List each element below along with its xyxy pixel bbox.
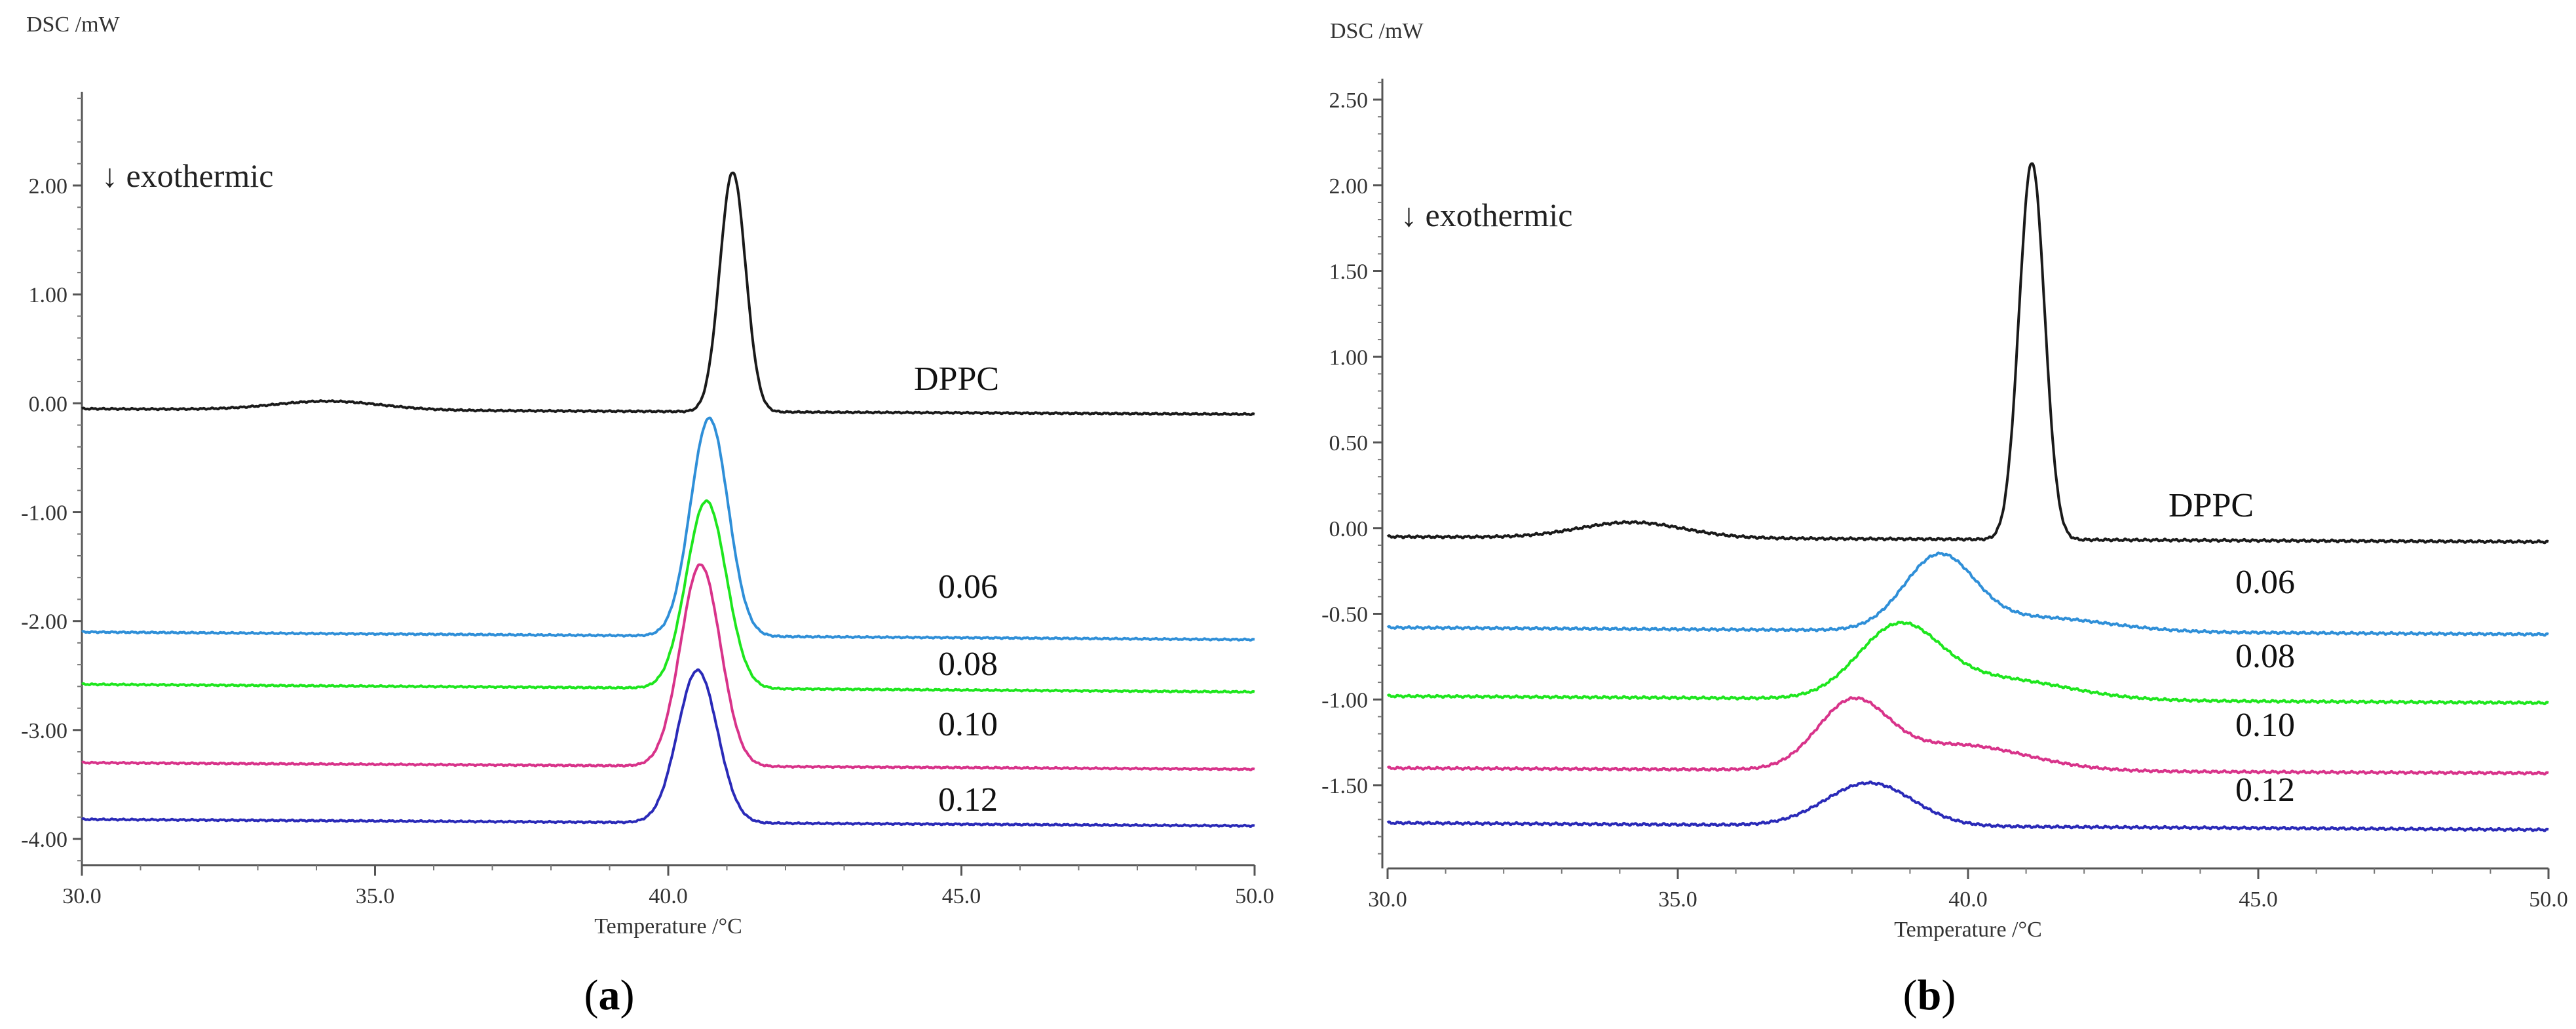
curves: [81, 171, 1255, 828]
series-line-0-06: [81, 416, 1255, 642]
y-tick-label: -3.00: [21, 719, 67, 743]
y-tick-label: -4.00: [21, 828, 67, 852]
series-line-0-06: [1386, 551, 2549, 637]
series-line-0-10: [81, 563, 1255, 771]
series-line-0-08: [81, 499, 1255, 694]
x-tick-label: 30.0: [62, 884, 102, 908]
series-label-0-08: 0.08: [2235, 638, 2295, 675]
axes: 2.00 1.00 0.00 -1.00 -2.00 -3.00 -4.00 30.0 35.0…: [21, 92, 1274, 939]
y-tick-label: 1.50: [1329, 260, 1369, 284]
series-line-dppc: [81, 171, 1255, 416]
x-tick-label: 45.0: [2239, 887, 2278, 912]
x-tick-label: 50.0: [2529, 887, 2568, 912]
series-line-dppc: [1386, 162, 2549, 545]
series-line-0-10: [1386, 696, 2549, 776]
series-label-0-06: 0.06: [2235, 564, 2295, 601]
y-tick-label: 1.00: [29, 283, 68, 307]
series-line-0-12: [1386, 780, 2549, 832]
x-tick-label: 40.0: [1948, 887, 1988, 912]
y-tick-label: 2.00: [1329, 174, 1369, 199]
series-label-0-06: 0.06: [938, 568, 998, 606]
y-axis-title: DSC /mW: [1330, 19, 1424, 43]
panel-label-b: (b): [1903, 971, 1956, 1019]
exothermic-annotation: ↓ exothermic: [102, 157, 273, 194]
x-tick-label: 50.0: [1235, 884, 1274, 908]
y-tick-label: -1.00: [21, 501, 67, 526]
panel-a: DSC /mW ↓ exothermic 2.00 1.00 0.00 -1.00 -2…: [21, 12, 1274, 1019]
panel-label-a: (a): [584, 971, 635, 1019]
y-tick-label: 1.00: [1329, 345, 1369, 370]
series-label-0-12: 0.12: [2235, 771, 2295, 809]
series-label-dppc: DPPC: [2169, 487, 2254, 524]
panel-b: DSC /mW ↓ exothermic 2.50 2.00 1.50 1.00 0.5…: [1321, 19, 2568, 1019]
series-labels: DPPC 0.06 0.08 0.10 0.12: [914, 360, 999, 819]
series-label-0-12: 0.12: [938, 781, 998, 819]
series-label-0-10: 0.10: [938, 706, 998, 743]
series-line-0-12: [81, 668, 1255, 828]
y-tick-label: -2.00: [21, 610, 67, 634]
series-label-dppc: DPPC: [914, 360, 999, 398]
axes: 2.50 2.00 1.50 1.00 0.50 0.00 -0.50 -1.00 -1.50 3…: [1321, 79, 2568, 942]
x-tick-label: 30.0: [1368, 887, 1407, 912]
y-tick-label: 2.50: [1329, 88, 1369, 113]
x-axis-title: Temperature /°C: [594, 914, 742, 939]
y-tick-label: 2.00: [29, 174, 68, 199]
y-tick-label: 0.00: [29, 392, 68, 416]
series-label-0-10: 0.10: [2235, 707, 2295, 744]
y-tick-label: 0.00: [1329, 517, 1369, 541]
series-labels: DPPC 0.06 0.08 0.10 0.12: [2169, 487, 2295, 809]
series-label-0-08: 0.08: [938, 646, 998, 683]
x-tick-label: 35.0: [1658, 887, 1697, 912]
exothermic-annotation: ↓ exothermic: [1401, 197, 1572, 233]
y-tick-label: -1.00: [1321, 688, 1368, 712]
y-tick-label: -1.50: [1321, 774, 1368, 798]
curves: [1386, 162, 2549, 832]
y-tick-label: 0.50: [1329, 431, 1369, 456]
x-tick-label: 45.0: [942, 884, 981, 908]
y-tick-label: -0.50: [1321, 603, 1368, 627]
y-axis-title: DSC /mW: [26, 12, 121, 37]
x-axis-title: Temperature /°C: [1894, 918, 2042, 942]
x-tick-label: 40.0: [649, 884, 688, 908]
x-tick-label: 35.0: [356, 884, 395, 908]
series-line-0-08: [1386, 621, 2549, 705]
